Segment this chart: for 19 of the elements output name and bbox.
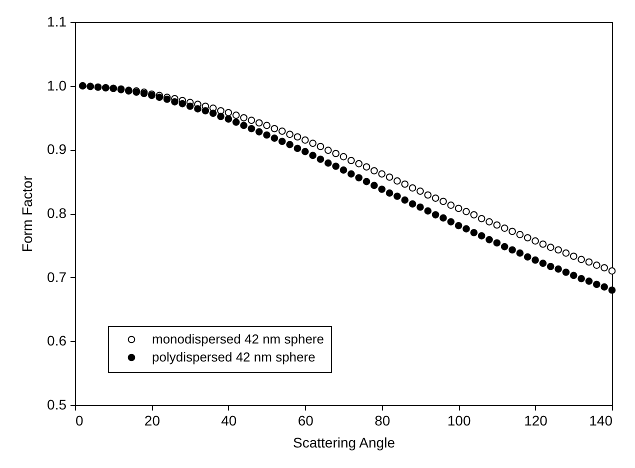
legend-label: monodispersed 42 nm sphere [152,332,324,346]
y-tick-label: 0.5 [47,396,67,412]
x-tick-label: 140 [589,412,613,428]
x-tick-label: 120 [524,412,548,428]
x-tick-label: 0 [76,412,84,428]
legend-label: polydispersed 42 nm sphere [152,350,316,364]
x-tick-label: 60 [298,412,314,428]
x-tick-label: 80 [374,412,390,428]
x-tick-label: 20 [144,412,160,428]
y-tick-label: 1.0 [47,77,67,94]
y-tick-label: 0.6 [47,332,67,349]
x-tick-label: 100 [447,412,471,428]
x-tick-label: 40 [221,412,237,428]
y-tick-label: 1.1 [47,14,67,30]
y-tick-label: 0.8 [47,205,67,221]
y-tick-label: 0.7 [47,268,67,285]
y-tick-label: 0.9 [47,141,67,158]
y-axis-title: Form Factor [19,176,36,252]
x-axis-title: Scattering Angle [293,434,396,450]
